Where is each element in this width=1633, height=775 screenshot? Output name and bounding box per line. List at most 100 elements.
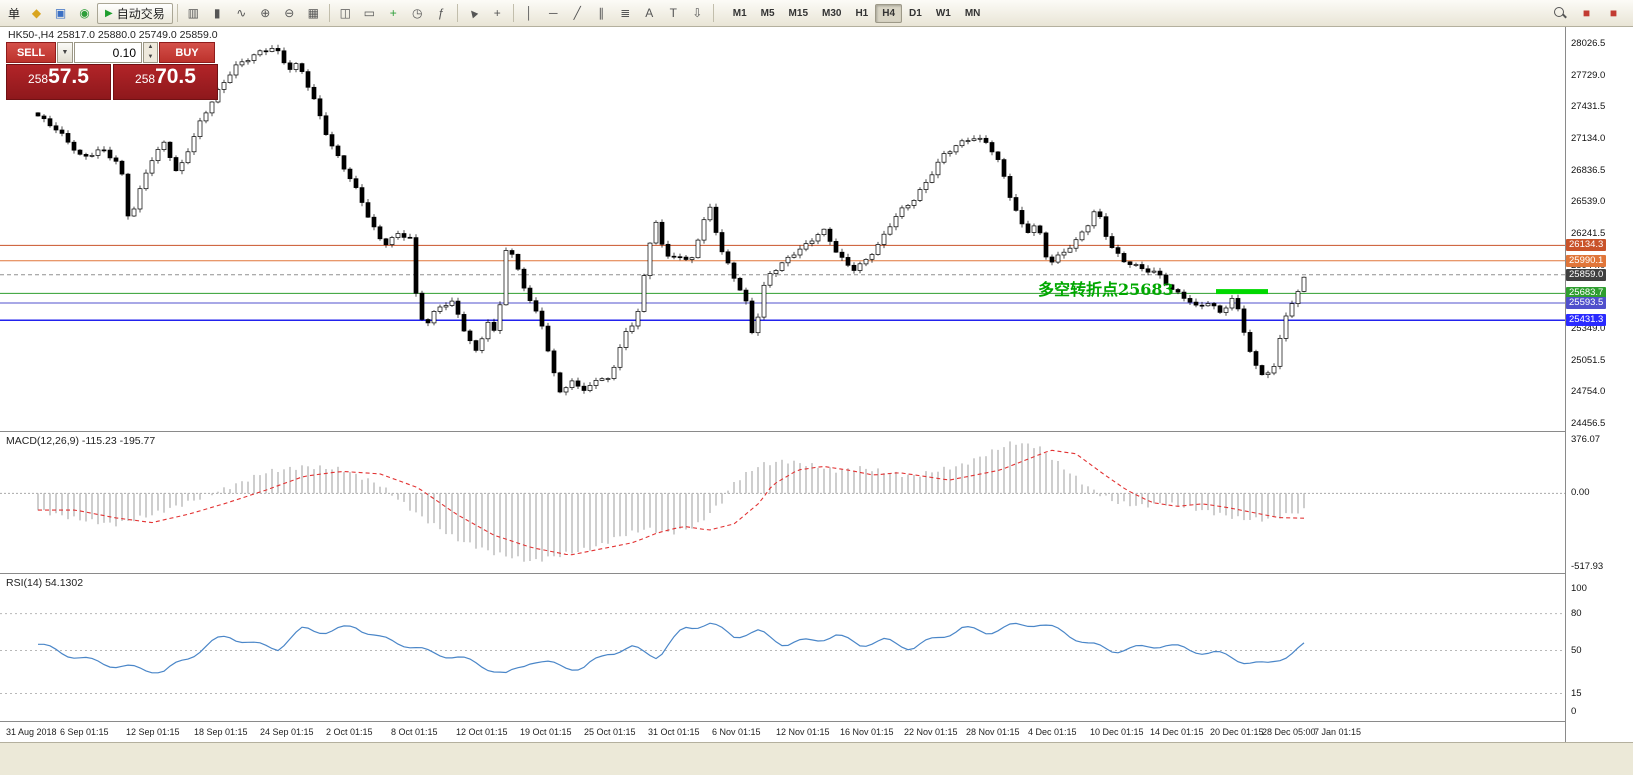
date-tick-label: 28 Dec 05:00 [1262,727,1316,737]
lens-glyph [1553,7,1566,19]
date-tick-label: 8 Oct 01:15 [391,727,438,737]
date-tick-label: 24 Sep 01:15 [260,727,314,737]
web-trading-icon[interactable]: ◉ [79,6,90,20]
axis-tick-label: 27431.5 [1571,101,1606,113]
time-axis[interactable]: 31 Aug 2018 6 Sep 01:15 12 Sep 01:15 18 Sep… [0,722,1565,742]
buy-button[interactable]: BUY [159,42,215,63]
price-level-badge: 25683.7 [1566,287,1607,299]
timeframe-button-h4[interactable]: H4 [875,3,903,23]
toolbar-separator [176,4,178,22]
cascade-windows-icon[interactable]: ▭ [363,6,375,20]
axis-tick-label: 27729.0 [1571,69,1606,81]
price-chart-pane[interactable]: HK50-,H4 25817.0 25880.0 25749.0 25859.0… [0,27,1565,432]
label-tool-icon[interactable]: T [669,6,677,20]
tile-windows-icon[interactable]: ◫ [339,6,351,20]
axis-tick-label: 25051.5 [1571,354,1606,366]
toolbar-separator [512,4,514,22]
trendline-icon[interactable]: ╱ [573,6,581,20]
date-tick-label: 12 Nov 01:15 [776,727,830,737]
sell-price[interactable]: 258 57.5 [6,64,111,100]
vertical-line-icon[interactable]: │ [525,6,533,20]
search-icon[interactable] [1548,3,1571,24]
price-level-badge: 25859.0 [1566,269,1607,281]
new-chart-icon[interactable]: + [389,6,397,20]
period-clock-icon[interactable]: ◷ [411,6,423,20]
macd-chart[interactable] [0,432,1565,574]
indicators-icon[interactable]: ƒ [437,6,445,20]
axis-tick-label: 24456.5 [1571,418,1606,429]
rsi-chart[interactable] [0,574,1565,722]
axis-tick-label: 100 [1571,583,1587,594]
channel-icon[interactable]: ∥ [598,6,605,20]
macd-label: MACD(12,26,9) -115.23 -195.77 [6,435,156,447]
screenshot-icon[interactable]: ■ [1609,6,1618,20]
crosshair-icon[interactable]: + [493,6,501,20]
date-tick-label: 22 Nov 01:15 [904,727,958,737]
axis-tick-label: 80 [1571,607,1582,619]
pivot-annotation: 多空转折点25683 [1038,280,1174,299]
axis-tick-label: 25349.0 [1571,323,1606,334]
date-tick-label: 6 Nov 01:15 [712,727,761,737]
price-axis[interactable]: 28026.5 27729.0 27431.5 27134.0 26836.5 26539… [1565,27,1633,742]
toolbar-separator [456,4,458,22]
spin-down-icon[interactable]: ▼ [147,53,154,60]
cursor-glyph: ▲ [464,3,483,23]
sell-button[interactable]: SELL [6,42,56,63]
spin-up-icon[interactable]: ▲ [147,44,154,50]
text-tool-icon[interactable]: A [645,6,654,20]
zoom-out-icon[interactable]: ⊖ [284,6,295,20]
date-tick-label: 6 Sep 01:15 [60,727,109,737]
line-chart-icon[interactable]: ∿ [236,6,247,20]
price-level-badge: 26134.3 [1566,239,1607,251]
timeframe-button-mn[interactable]: MN [958,4,988,23]
candlestick-chart-icon[interactable]: ▮ [213,6,221,20]
timeframe-toolbar: M1 M5 M15 M30 H1 H4 D1 W1 MN [726,3,988,23]
timeframe-button-m1[interactable]: M1 [726,4,754,23]
date-tick-label: 14 Dec 01:15 [1150,727,1204,737]
axis-tick-label: -517.93 [1571,560,1604,572]
timeframe-button-m15[interactable]: M15 [782,4,815,23]
date-tick-label: 10 Dec 01:15 [1090,727,1144,737]
trade-panel-prices: 258 57.5 258 70.5 [6,64,218,100]
bar-chart-icon[interactable]: ▥ [187,6,199,20]
date-tick-label: 2 Oct 01:15 [326,727,373,737]
autotrade-button[interactable]: ▶ 自动交易 [97,2,173,24]
axis-tick-label: 27134.0 [1571,133,1606,144]
timeframe-button-w1[interactable]: W1 [929,4,958,23]
autotrade-label: 自动交易 [116,6,165,21]
timeframe-button-h1[interactable]: H1 [848,4,875,23]
terminal-icon[interactable]: ▣ [54,6,67,20]
palette-icon[interactable]: ■ [1582,6,1591,20]
date-tick-label: 31 Aug 2018 [6,727,57,737]
macd-pane[interactable]: MACD(12,26,9) -115.23 -195.77 [0,432,1565,574]
axis-tick-label: 26836.5 [1571,164,1606,176]
candlestick-chart[interactable] [0,27,1565,432]
volume-dropdown-button[interactable]: ▼ [57,42,73,63]
timeframe-button-m5[interactable]: M5 [754,4,782,23]
arrow-tools-icon[interactable]: ⇩ [692,6,703,20]
toolbar-right: ■ ■ [1548,3,1629,24]
volume-input[interactable] [74,42,142,63]
axis-tick-label: 0 [1571,706,1577,717]
zoom-in-icon[interactable]: ⊕ [260,6,271,20]
axis-tick-label: 26539.0 [1571,196,1606,208]
cursor-icon[interactable]: ▲ [462,3,485,24]
axis-tick-label: 15 [1571,687,1582,699]
volume-spinner[interactable]: ▲ ▼ [143,42,158,63]
axis-tick-label: 376.07 [1571,433,1601,445]
buy-price[interactable]: 258 70.5 [113,64,218,100]
grid-icon[interactable]: ▦ [307,6,319,20]
rsi-label: RSI(14) 54.1302 [6,577,84,589]
new-order-button[interactable]: 单 [8,6,21,21]
play-icon: ▶ [105,7,113,19]
rsi-pane[interactable]: RSI(14) 54.1302 [0,574,1565,722]
deposit-icon[interactable]: ◆ [31,6,42,20]
fibonacci-icon[interactable]: ≣ [620,6,631,20]
price-level-badge: 25990.1 [1566,255,1607,267]
chevron-down-icon: ▼ [61,49,69,56]
timeframe-button-d1[interactable]: D1 [902,4,929,23]
timeframe-button-m30[interactable]: M30 [815,4,848,23]
toolbar-separator [712,4,714,22]
horizontal-line-icon[interactable]: ─ [548,6,558,20]
price-level-badge: 25431.3 [1566,314,1607,326]
